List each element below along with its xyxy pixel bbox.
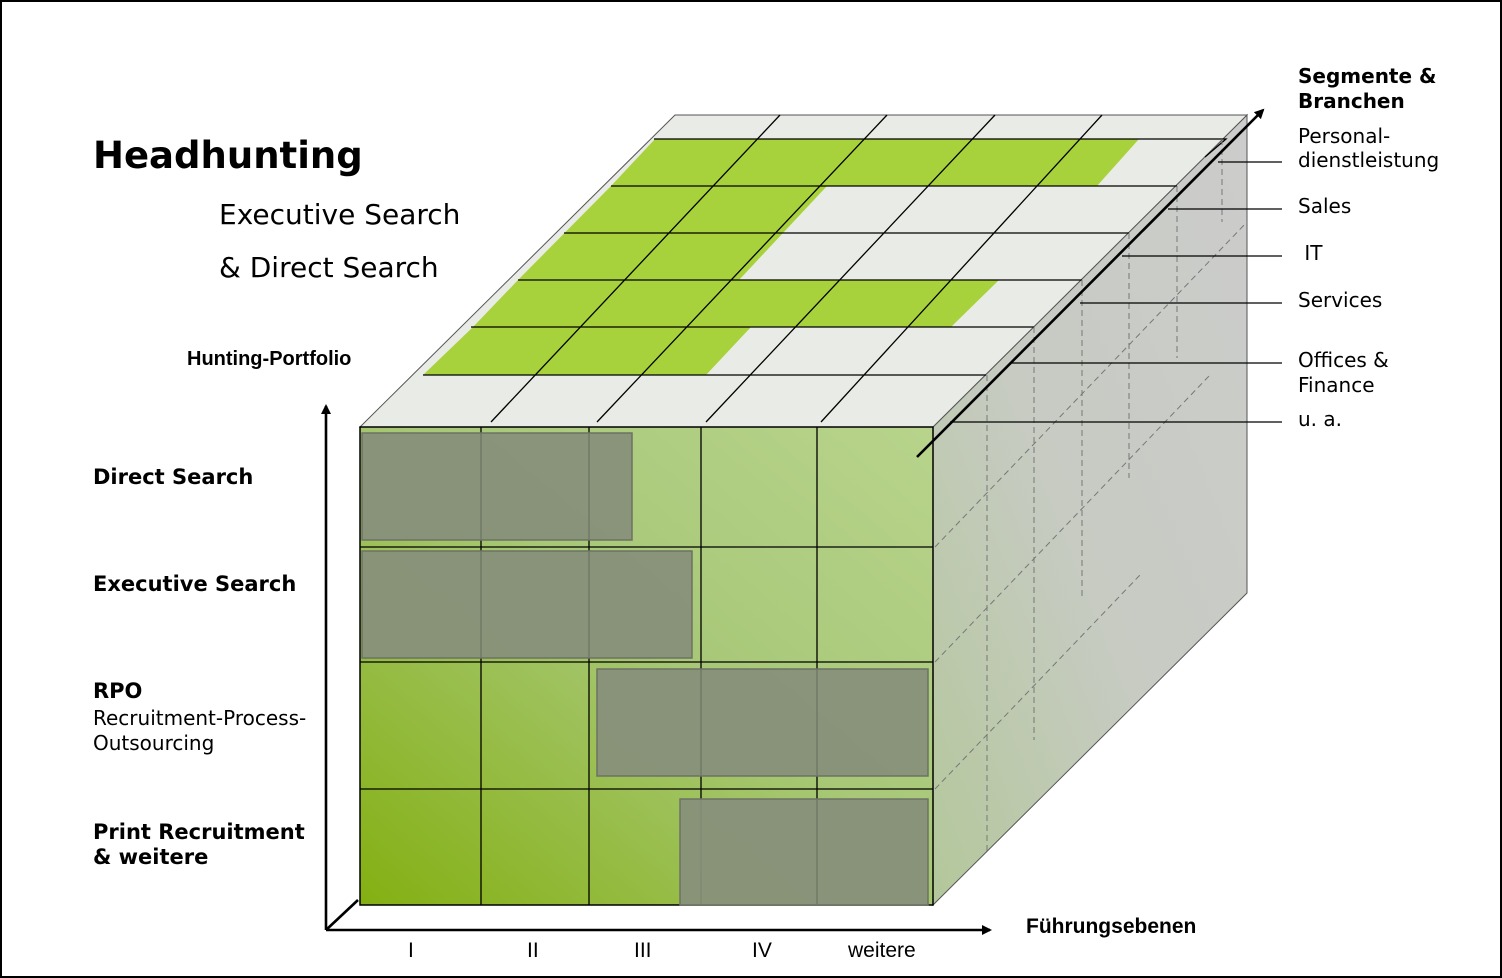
row-desc-rpo-line1: Recruitment-Process-	[93, 706, 307, 730]
row-label-executive-search: Executive Search	[93, 572, 297, 596]
bar-grid-lines	[480, 433, 818, 905]
x-axis-stub	[325, 899, 359, 931]
top-face-grid	[423, 114, 1228, 423]
segment-sales: Sales	[1298, 194, 1352, 218]
segment-offices-line1: Offices &	[1298, 348, 1389, 372]
x-tick-3: III	[634, 939, 652, 962]
x-tick-4: IV	[752, 939, 772, 962]
bar-executive-search	[361, 550, 693, 659]
segment-personal-line2: dienstleistung	[1298, 148, 1440, 172]
y-axis-label: Hunting-Portfolio	[187, 348, 352, 370]
portfolio-bars	[361, 432, 929, 906]
segment-it: IT	[1298, 241, 1323, 265]
row-label-rpo: RPO	[93, 679, 143, 703]
x-tick-2: II	[527, 939, 539, 962]
segment-personal-line1: Personal-	[1298, 124, 1391, 148]
x-tick-1: I	[408, 939, 414, 962]
segment-offices-line2: Finance	[1298, 373, 1375, 397]
bar-print-recruitment	[679, 798, 929, 906]
segment-other: u. a.	[1298, 407, 1343, 431]
depth-axis-label-line1: Segmente &	[1298, 64, 1437, 88]
top-face-highlight	[423, 139, 1139, 375]
bar-rpo	[596, 668, 929, 777]
segment-services: Services	[1298, 288, 1383, 312]
depth-axis-label-line2: Branchen	[1298, 89, 1405, 113]
row-desc-rpo-line2: Outsourcing	[93, 731, 215, 755]
row-label-print-recruitment-line2: & weitere	[93, 845, 209, 869]
x-tick-5: weitere	[848, 939, 916, 962]
subtitle-line1: Executive Search	[219, 198, 461, 231]
page-title: Headhunting	[93, 134, 363, 177]
row-label-print-recruitment: Print Recruitment	[93, 820, 305, 844]
subtitle-line2: & Direct Search	[219, 251, 439, 284]
segment-pointer-lines	[950, 161, 1282, 423]
bar-direct-search	[361, 432, 633, 541]
row-label-direct-search: Direct Search	[93, 465, 254, 489]
axes	[321, 108, 1265, 935]
x-axis-label: Führungsebenen	[1026, 915, 1197, 938]
depth-axis-line	[916, 108, 1265, 458]
